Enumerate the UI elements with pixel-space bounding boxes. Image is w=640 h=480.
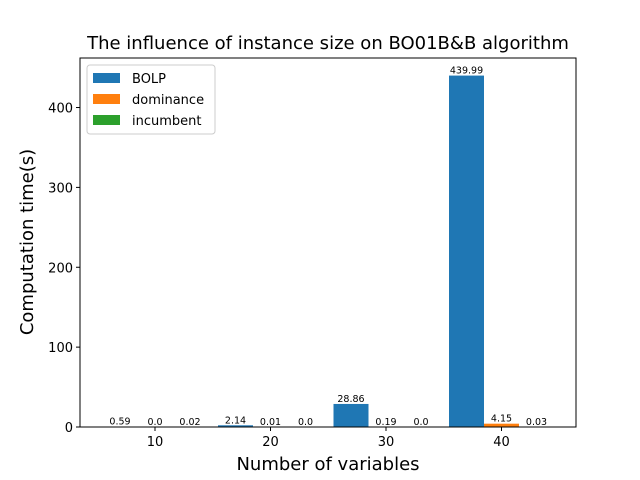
legend-swatch-incumbent bbox=[93, 115, 120, 125]
data-label-BOLP-20: 2.14 bbox=[225, 415, 246, 426]
x-tick-label-20: 20 bbox=[262, 435, 279, 450]
x-tick-label-40: 40 bbox=[493, 435, 510, 450]
bar-BOLP-30 bbox=[333, 403, 369, 427]
y-tick-label-400: 400 bbox=[48, 102, 73, 117]
y-tick-label-100: 100 bbox=[48, 341, 73, 356]
data-label-dominance-10: 0.0 bbox=[147, 417, 162, 428]
data-label-incumbent-20: 0.0 bbox=[298, 417, 313, 428]
legend: BOLP dominance incumbent bbox=[86, 64, 216, 135]
y-axis-label: Computation time(s) bbox=[17, 149, 38, 335]
chart-title: The influence of instance size on BO01B&… bbox=[86, 33, 569, 54]
y-tick-label-200: 200 bbox=[48, 261, 73, 276]
bar-BOLP-40 bbox=[449, 75, 484, 428]
data-label-BOLP-30: 28.86 bbox=[337, 394, 364, 405]
legend-label-BOLP: BOLP bbox=[132, 72, 166, 87]
bar-BOLP-20 bbox=[218, 425, 253, 427]
axes-frame bbox=[79, 57, 577, 428]
y-tick-label-0: 0 bbox=[65, 421, 73, 436]
x-tick-label-10: 10 bbox=[147, 435, 164, 450]
bars-layer bbox=[102, 75, 554, 428]
legend-swatch-BOLP bbox=[93, 73, 120, 83]
data-label-dominance-30: 0.19 bbox=[375, 417, 396, 428]
data-label-BOLP-10: 0.59 bbox=[109, 417, 130, 428]
data-label-incumbent-10: 0.02 bbox=[179, 417, 200, 428]
legend-swatch-dominance bbox=[93, 94, 120, 104]
data-label-dominance-20: 0.01 bbox=[260, 417, 281, 428]
data-label-BOLP-40: 439.99 bbox=[450, 66, 483, 77]
x-axis-label: Number of variables bbox=[236, 454, 419, 475]
y-tick-label-300: 300 bbox=[48, 181, 73, 196]
data-label-incumbent-30: 0.0 bbox=[413, 417, 428, 428]
data-labels-layer: 0.59 2.14 28.86 439.99 0.0 0.01 0.19 4.15 0.02 0.… bbox=[109, 66, 547, 428]
data-label-incumbent-40: 0.03 bbox=[526, 417, 547, 428]
legend-label-incumbent: incumbent bbox=[132, 114, 202, 129]
data-label-dominance-40: 4.15 bbox=[491, 414, 512, 425]
bar-dominance-40 bbox=[484, 423, 519, 427]
legend-label-dominance: dominance bbox=[132, 93, 204, 108]
x-tick-label-30: 30 bbox=[378, 435, 395, 450]
